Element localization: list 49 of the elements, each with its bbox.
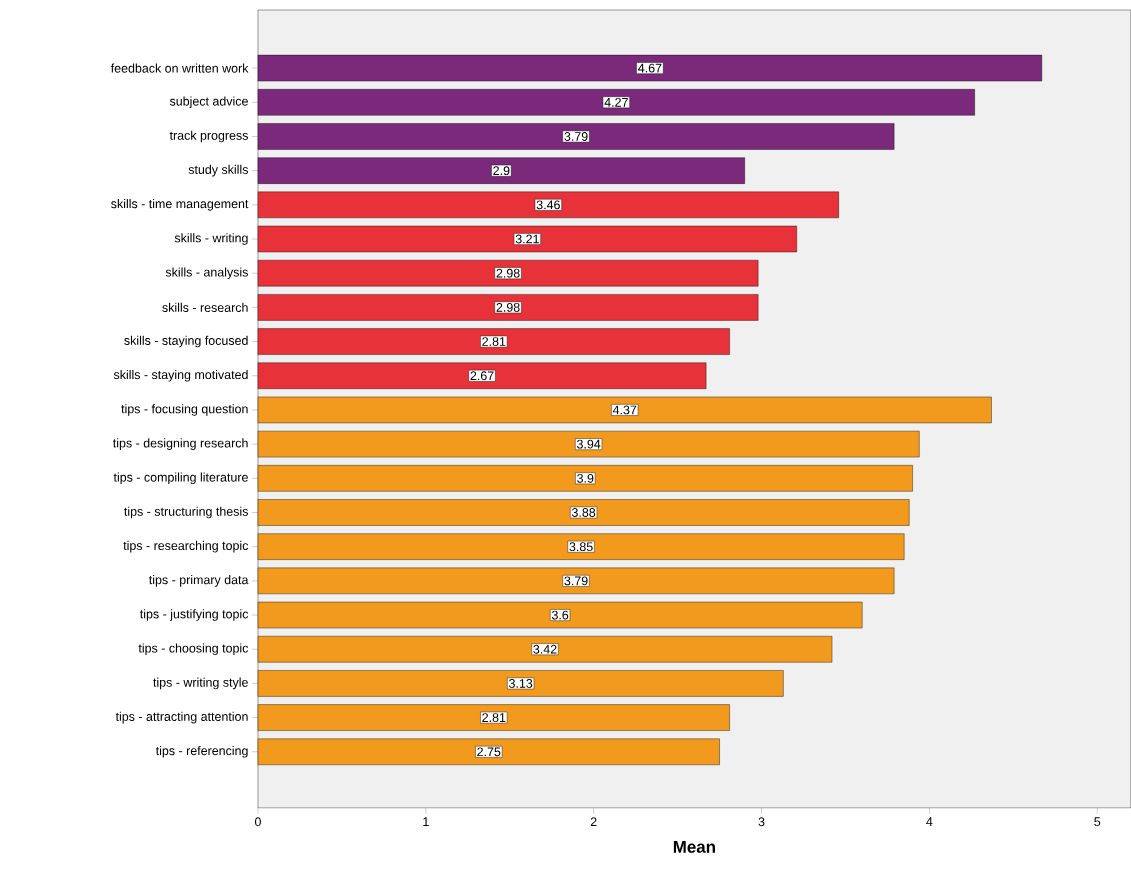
data-label: 3.94 <box>576 439 601 449</box>
data-label: 2.67 <box>470 371 494 381</box>
x-tick-label: 5 <box>1094 817 1101 827</box>
data-label: 2.75 <box>477 747 501 757</box>
y-tick-label: tips - attracting attention <box>115 711 248 724</box>
data-label: 3.79 <box>564 132 588 141</box>
data-label: 2.81 <box>482 337 506 347</box>
x-tick-label: 0 <box>254 817 261 827</box>
y-tick-label: tips - designing research <box>112 438 248 450</box>
x-tick-label: 4 <box>926 817 933 827</box>
y-tick-label: tips - researching topic <box>123 540 249 553</box>
data-label: 3.21 <box>515 234 539 244</box>
x-tick-label: 1 <box>423 817 429 827</box>
y-tick-label: tips - focusing question <box>121 404 248 416</box>
data-label: 4.37 <box>612 405 637 415</box>
data-label: 3.85 <box>569 542 593 552</box>
y-tick-label: skills - writing <box>174 233 248 245</box>
data-label: 2.98 <box>496 303 520 312</box>
data-label: 3.13 <box>509 679 533 688</box>
data-label: 4.27 <box>604 98 628 107</box>
data-label: 3.42 <box>533 644 557 654</box>
y-tick-label: tips - choosing topic <box>138 643 249 656</box>
data-label: 3.88 <box>571 508 596 517</box>
y-tick-label: tips - referencing <box>155 746 248 758</box>
x-tick-label: 3 <box>758 817 765 827</box>
y-tick-label: skills - time management <box>111 199 249 211</box>
data-label: 3.46 <box>536 200 560 210</box>
y-tick-label: tips - justifying topic <box>139 609 249 621</box>
y-tick-label: study skills <box>188 164 248 177</box>
y-tick-label: feedback on written work <box>110 63 249 73</box>
data-label: 2.9 <box>493 166 510 176</box>
y-tick-label: skills - research <box>162 302 248 313</box>
x-axis-title: Mean <box>673 841 715 853</box>
y-tick-label: skills - staying focused <box>124 335 248 348</box>
data-label: 2.98 <box>496 268 520 278</box>
data-label: 3.9 <box>577 473 594 483</box>
x-tick-label: 2 <box>590 817 597 827</box>
y-tick-label: subject advice <box>169 96 248 109</box>
y-tick-label: tips - structuring thesis <box>124 506 248 519</box>
data-label: 3.79 <box>564 576 588 586</box>
y-tick-label: skills - analysis <box>165 267 248 280</box>
data-label: 3.6 <box>551 610 569 620</box>
y-tick-label: tips - compiling literature <box>113 472 248 485</box>
data-label: 4.67 <box>638 63 662 73</box>
y-tick-label: skills - staying motivated <box>113 370 248 382</box>
data-label: 2.81 <box>482 713 506 723</box>
y-tick-label: tips - writing style <box>153 677 248 690</box>
y-tick-label: tips - primary data <box>148 575 249 587</box>
y-tick-label: track progress <box>169 130 248 143</box>
